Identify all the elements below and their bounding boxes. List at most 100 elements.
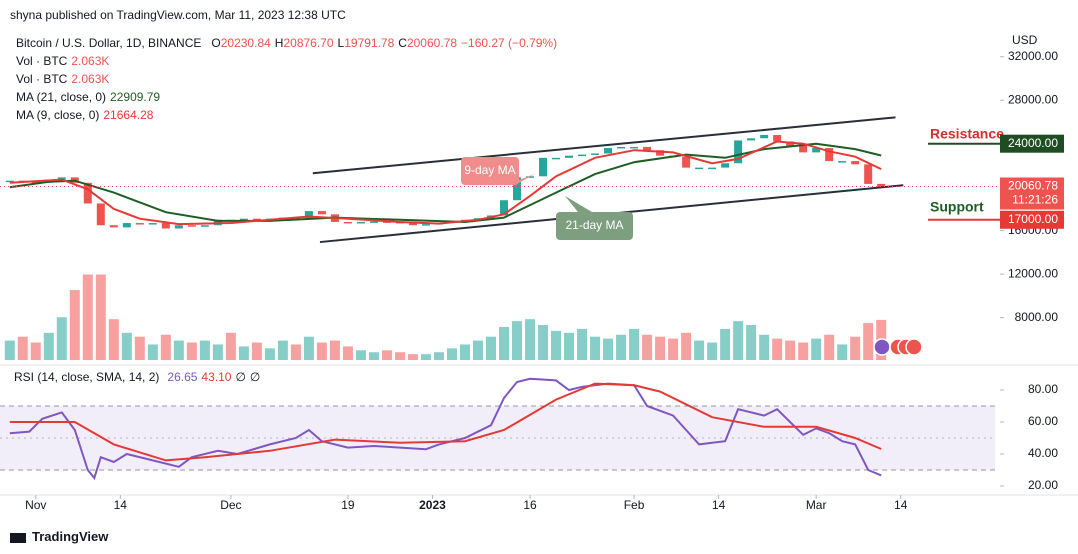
candle [421, 224, 430, 226]
volume-bar [199, 340, 210, 360]
volume-bar [433, 352, 444, 360]
y-tick-label: 40.00 [1028, 446, 1058, 460]
candle [747, 138, 756, 141]
event-icon [905, 338, 923, 356]
candle [500, 200, 509, 216]
level-box [1000, 210, 1064, 229]
candle [591, 153, 600, 155]
candle [513, 177, 522, 201]
volume-bar [499, 326, 510, 360]
candle [369, 221, 378, 223]
volume-bar [459, 344, 470, 360]
symbol-title: Bitcoin / U.S. Dollar, 1D, BINANCE [16, 36, 202, 50]
volume-bar [681, 332, 692, 360]
indicator-name: Vol · BTC [16, 54, 68, 68]
volume-bar [446, 348, 457, 360]
volume-bar [837, 344, 848, 360]
volume-bar [69, 290, 80, 360]
x-tick-label: Feb [624, 498, 645, 512]
candle [96, 203, 105, 226]
candle [734, 140, 743, 164]
volume-bar [134, 336, 145, 360]
rsi-legend-value: ∅ [235, 370, 246, 384]
volume-bar [642, 334, 653, 360]
volume-bar [707, 342, 718, 360]
volume-bar [551, 330, 562, 360]
ma-value: 21664.28 [103, 108, 154, 122]
volume-bar [394, 352, 405, 360]
volume-bar [82, 274, 93, 360]
volume-bar [811, 338, 822, 360]
candle [161, 223, 170, 229]
rsi-line [9, 382, 882, 462]
logo [10, 532, 26, 543]
volume-bar [798, 342, 809, 360]
candle [539, 157, 548, 177]
quote-change: −160.27 (−0.79%) [461, 36, 558, 50]
y-tick-label: 12000.00 [1008, 266, 1058, 280]
volume-bar [863, 323, 874, 360]
volume-bar [160, 334, 171, 360]
volume-bar [785, 340, 796, 360]
candle [565, 155, 574, 158]
candle [408, 223, 417, 226]
y-tick-label: 20.00 [1028, 478, 1058, 492]
candle [630, 146, 639, 149]
currency: USD [1012, 33, 1038, 47]
volume-bar [4, 340, 15, 360]
volume-bar [303, 336, 314, 360]
volume-bar [342, 346, 353, 360]
candle [148, 223, 157, 225]
candle [760, 135, 769, 139]
candle [838, 161, 847, 163]
x-tick-label: 14 [712, 498, 726, 512]
candle [682, 156, 691, 168]
candle [239, 218, 248, 221]
ma-name: MA (21, close, 0) [16, 90, 107, 104]
volume-bar [629, 328, 640, 360]
volume-bar [56, 317, 67, 360]
indicator-value: 2.063K [71, 54, 110, 68]
rsi-legend-value: 43.10 [201, 370, 232, 384]
legend-row: MA (21, close, 0) 22909.79 [16, 88, 561, 106]
x-tick-label: 16 [523, 498, 537, 512]
level-text: Support [930, 198, 984, 214]
legend-row: MA (9, close, 0) 21664.28 [16, 106, 561, 124]
candle [83, 182, 92, 204]
brand-name: TradingView [32, 529, 109, 544]
candle [526, 176, 535, 178]
rsi-line [9, 377, 882, 481]
y-tick-label: 32000.00 [1008, 49, 1058, 63]
volume-bar [17, 336, 28, 360]
x-tick-label: 14 [894, 498, 908, 512]
rsi-title: RSI (14, close, SMA, 14, 2) [14, 370, 160, 384]
volume-bar [759, 334, 770, 360]
x-tick-label: Dec [220, 498, 241, 512]
x-tick-label: 14 [114, 498, 128, 512]
candle [786, 141, 795, 146]
candle [343, 221, 352, 224]
level-label: 17000.00 [1008, 212, 1058, 226]
callout-box [556, 212, 633, 240]
last-price-label: 20060.78 [1008, 179, 1058, 193]
candle [552, 157, 561, 160]
volume-bar [538, 325, 549, 360]
candle [617, 146, 626, 149]
x-tick-label: Mar [806, 498, 827, 512]
ma-line [9, 140, 882, 226]
volume-bar [121, 332, 132, 360]
candle [109, 225, 118, 228]
y-tick-label: 60.00 [1028, 414, 1058, 428]
candle [708, 167, 717, 170]
candle [812, 148, 821, 153]
volume-bar [316, 342, 327, 360]
callout-box [461, 157, 519, 185]
candle [851, 161, 860, 165]
volume-bar [746, 325, 757, 360]
volume-bar [616, 334, 627, 360]
volume-bar [30, 342, 41, 360]
candle [122, 223, 131, 228]
volume-bar [420, 354, 431, 360]
volume-bar [733, 321, 744, 360]
